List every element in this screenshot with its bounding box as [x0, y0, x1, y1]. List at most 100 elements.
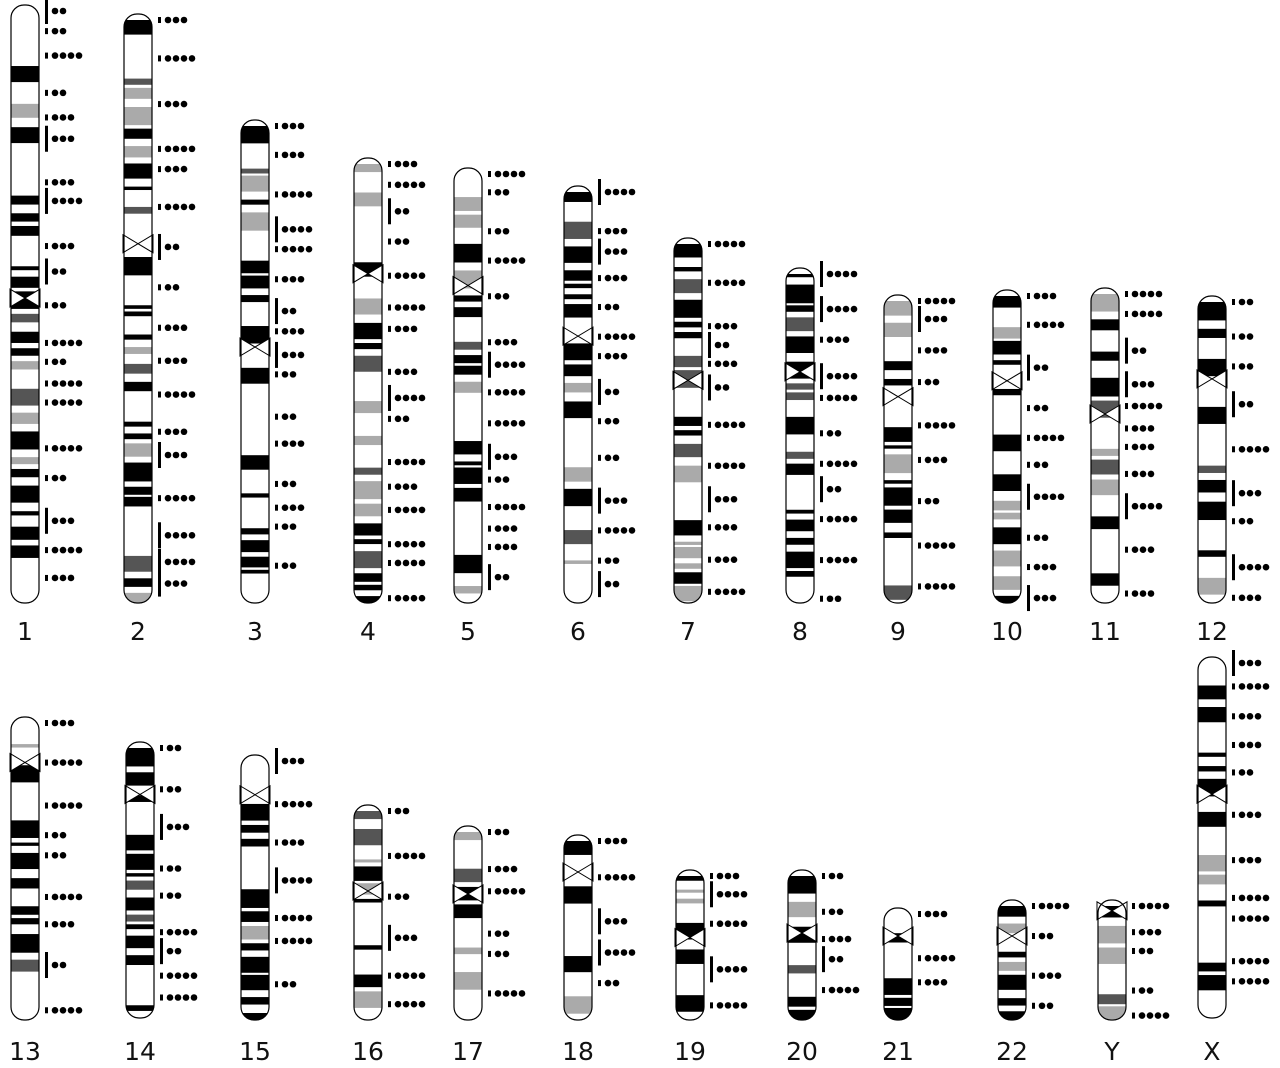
chromosome-label: 7 — [680, 617, 696, 646]
marker-bar — [1232, 769, 1235, 776]
marker-bar — [45, 475, 48, 482]
marker-dot — [948, 422, 956, 429]
marker-dot — [502, 170, 510, 178]
marker-dot — [51, 445, 59, 452]
band — [354, 551, 382, 569]
marker-dot — [418, 181, 426, 189]
marker-dot — [1246, 594, 1254, 602]
marker-dot — [1033, 461, 1041, 469]
marker-dot — [1041, 404, 1049, 412]
band — [786, 383, 814, 390]
band — [126, 955, 154, 966]
band — [786, 551, 814, 569]
marker-bar — [1132, 929, 1135, 936]
marker-dot — [51, 179, 59, 186]
marker-dot — [612, 188, 620, 196]
marker-dot — [1238, 445, 1246, 453]
marker-bar — [1032, 972, 1035, 979]
marker-bar — [388, 483, 391, 490]
marker-dot — [59, 52, 67, 59]
band — [124, 128, 152, 139]
marker-dot — [612, 388, 620, 396]
band — [124, 146, 152, 158]
marker-dot — [1238, 894, 1246, 902]
marker-dot — [1246, 333, 1254, 340]
marker-dot — [612, 454, 620, 462]
marker-bar — [1027, 405, 1030, 412]
marker-dot — [174, 785, 182, 793]
marker-dot — [51, 358, 59, 366]
marker-dot — [834, 270, 842, 278]
marker-bar — [488, 189, 491, 196]
marker-bar — [708, 486, 711, 513]
marker-dot — [172, 580, 180, 587]
marker-dot — [51, 831, 59, 839]
marker-dot — [732, 1002, 740, 1009]
band — [454, 904, 482, 919]
marker-bar — [45, 52, 48, 59]
marker-dot — [297, 504, 305, 511]
chromosome-label: 2 — [130, 617, 146, 646]
chromosome — [562, 179, 636, 604]
marker-dot — [628, 873, 636, 881]
marker-bar — [388, 198, 391, 225]
marker-dot — [166, 785, 174, 793]
marker-bar — [160, 865, 163, 872]
band — [884, 480, 912, 484]
band — [788, 876, 816, 894]
marker-dot — [612, 580, 620, 588]
marker-bar — [388, 325, 391, 332]
marker-bar — [820, 336, 823, 343]
marker-dot — [1262, 957, 1270, 965]
marker-dot — [281, 523, 289, 530]
marker-bar — [820, 557, 823, 564]
marker-dot — [67, 114, 75, 121]
marker-dot — [628, 333, 636, 340]
band — [124, 347, 152, 354]
marker-dot — [75, 1006, 83, 1014]
band — [993, 327, 1021, 339]
marker-dot — [1147, 502, 1155, 510]
marker-dot — [1138, 928, 1146, 936]
band — [241, 1013, 269, 1020]
marker-dot — [510, 389, 518, 396]
marker-dot — [394, 483, 402, 491]
marker-dot — [828, 935, 836, 943]
marker-dot — [1038, 932, 1046, 940]
marker-dot — [402, 852, 410, 860]
marker-bar — [1027, 534, 1030, 541]
band — [998, 951, 1026, 958]
band — [454, 197, 482, 211]
chromosome — [996, 899, 1070, 1021]
marker-dot — [180, 391, 188, 398]
marker-dot — [722, 322, 730, 330]
bands — [884, 295, 912, 603]
marker-dot — [164, 494, 172, 502]
marker-dot — [1139, 443, 1147, 451]
marker-dot — [180, 165, 188, 173]
marker-dot — [1254, 712, 1262, 720]
marker-dot — [305, 226, 313, 233]
chromosome-label: 6 — [570, 617, 586, 646]
marker-bar — [918, 583, 921, 590]
marker-dot — [834, 336, 842, 343]
marker-dot — [1246, 712, 1254, 720]
marker-dot — [628, 949, 636, 956]
band — [124, 163, 152, 179]
marker-dot — [844, 935, 852, 943]
marker-bar — [1232, 741, 1235, 748]
bands — [564, 186, 592, 603]
chromosome-outline — [353, 804, 383, 1021]
marker-dot — [180, 451, 188, 459]
marker-dot — [722, 341, 730, 349]
marker-dot — [180, 16, 188, 24]
band — [11, 431, 39, 450]
marker-dot — [289, 877, 297, 884]
marker-dot — [297, 191, 305, 198]
marker-dot — [924, 347, 932, 354]
band — [786, 463, 814, 475]
marker-dot — [51, 7, 59, 15]
marker-dot — [410, 304, 418, 311]
marker-dot — [75, 399, 83, 406]
marker-dot — [51, 920, 59, 928]
